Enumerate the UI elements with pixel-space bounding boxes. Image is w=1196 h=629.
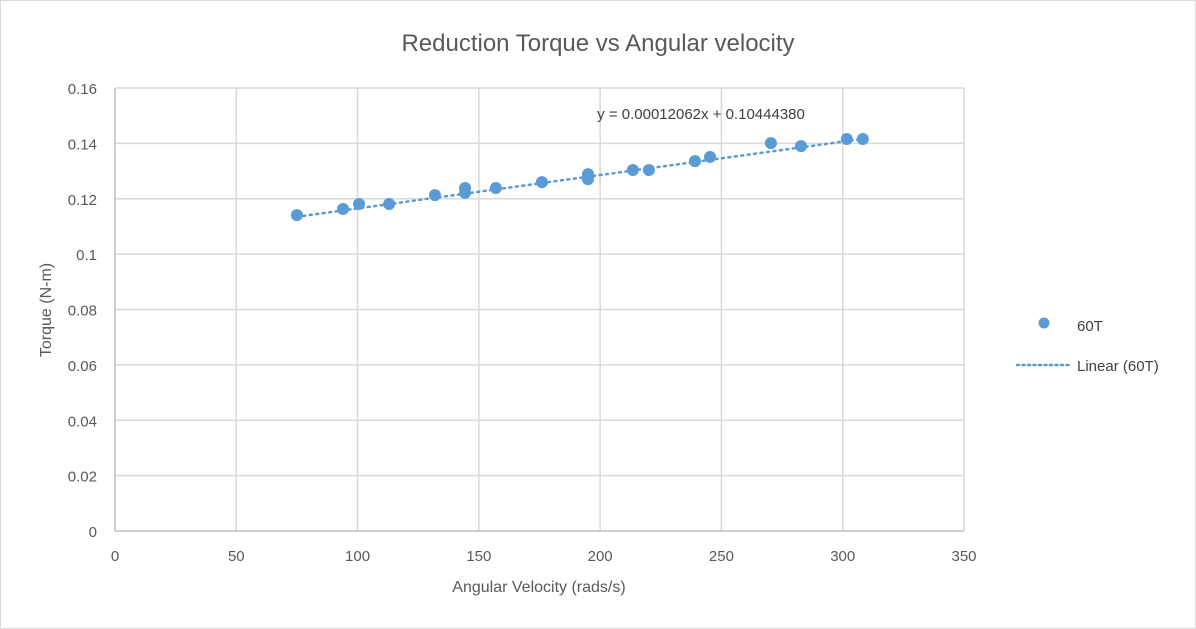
legend-label-60T: 60T [1077, 318, 1103, 335]
x-axis-label: Angular Velocity (rads/s) [452, 579, 625, 596]
x-tick-label: 150 [466, 548, 491, 565]
x-tick-label: 300 [830, 548, 855, 565]
y-tick-label: 0.16 [68, 81, 97, 98]
data-point [704, 150, 717, 163]
x-tick-label: 0 [111, 548, 119, 565]
y-tick-label: 0.06 [68, 358, 97, 375]
data-point [794, 140, 807, 153]
gridlines [115, 87, 965, 531]
data-point [489, 181, 502, 194]
data-point [459, 186, 472, 199]
data-point [428, 189, 441, 202]
data-point [535, 176, 548, 189]
x-tick-labels: 0 50 100 150 200 250 300 350 [111, 548, 977, 565]
y-tick-label: 0.1 [76, 247, 97, 264]
axes [114, 88, 964, 532]
y-tick-label: 0.08 [68, 303, 97, 320]
y-tick-label: 0 [89, 524, 97, 541]
x-tick-label: 50 [228, 548, 245, 565]
trendline [295, 137, 865, 219]
data-point [626, 163, 639, 176]
data-point [337, 202, 350, 215]
legend-label-linear: Linear (60T) [1077, 358, 1159, 375]
y-tick-label: 0.04 [68, 413, 97, 430]
data-point [383, 198, 396, 211]
x-tick-label: 200 [588, 548, 613, 565]
data-point [290, 209, 303, 222]
data-point [642, 163, 655, 176]
data-point [582, 173, 595, 186]
y-tick-label: 0.12 [68, 192, 97, 209]
data-point [856, 132, 869, 145]
x-tick-label: 250 [709, 548, 734, 565]
data-points [290, 132, 869, 222]
y-tick-label: 0.14 [68, 136, 97, 153]
data-point [353, 198, 366, 211]
y-axis-label: Torque (N-m) [38, 263, 55, 357]
data-point [764, 137, 777, 150]
data-point [688, 155, 701, 168]
y-tick-label: 0.02 [68, 469, 97, 486]
chart-title: Reduction Torque vs Angular velocity [401, 30, 794, 57]
trendline-path [295, 137, 865, 219]
data-point [840, 132, 853, 145]
y-tick-labels: 0 0.02 0.04 0.06 0.08 0.1 0.12 0.14 0.16 [68, 81, 97, 541]
x-tick-label: 100 [345, 548, 370, 565]
legend: 60T Linear (60T) [1015, 317, 1159, 375]
x-tick-label: 350 [951, 548, 976, 565]
legend-marker-60T [1038, 317, 1050, 329]
trendline-equation: y = 0.00012062x + 0.10444380 [597, 106, 805, 123]
